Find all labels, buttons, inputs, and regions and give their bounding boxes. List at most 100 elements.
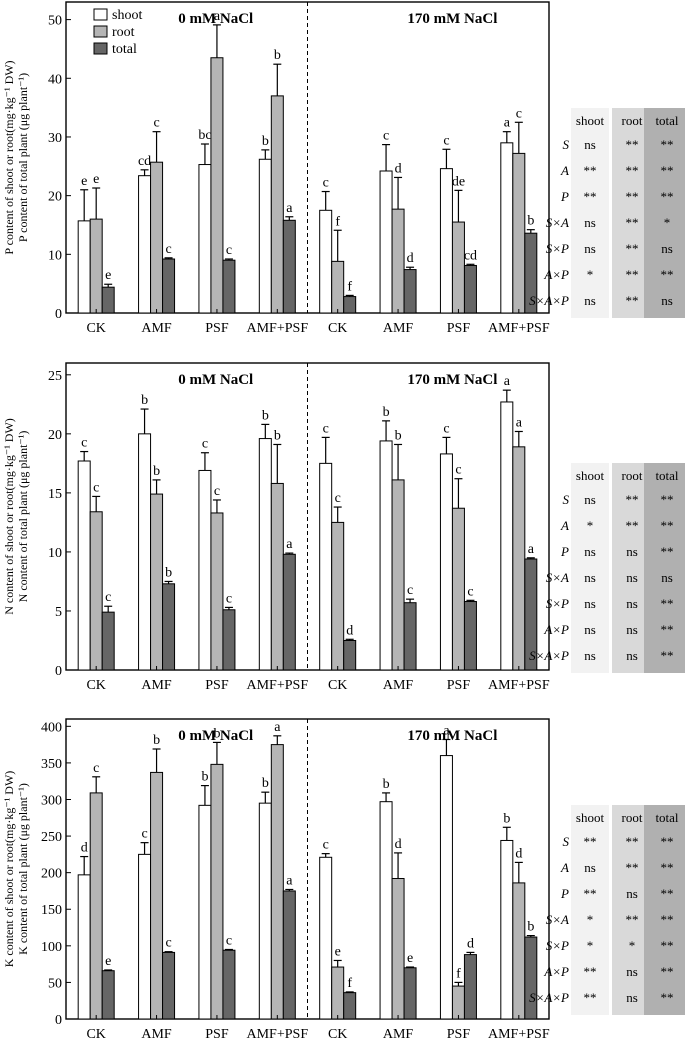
bar-root xyxy=(391,479,405,671)
table-cell: ** xyxy=(584,990,597,1005)
y-axis-label: N content of shoot or root(mg·kg⁻¹ DW) xyxy=(2,418,16,615)
table-cell: ** xyxy=(661,912,674,927)
x-tick-label: AMF xyxy=(141,678,172,693)
table-cell: ** xyxy=(584,964,597,979)
table-cell: ns xyxy=(626,964,638,979)
table-header: shoot xyxy=(576,810,605,825)
bar-root xyxy=(451,985,465,1020)
table-row-label: S×A×P xyxy=(529,648,569,663)
y-tick-label: 15 xyxy=(48,487,62,502)
table-cell: * xyxy=(587,938,594,953)
y-tick-label: 100 xyxy=(41,940,62,955)
table-cell: * xyxy=(587,912,594,927)
significance-letter: b xyxy=(165,565,172,580)
bar-total xyxy=(343,296,357,314)
table-row-label: S×P xyxy=(546,596,569,611)
significance-letter: c xyxy=(443,421,449,436)
significance-letter: b xyxy=(262,776,269,791)
significance-letter: a xyxy=(516,415,523,430)
significance-letter: b xyxy=(383,405,390,420)
table-cell: ** xyxy=(626,267,639,282)
bar-root xyxy=(89,511,103,671)
significance-letter: c xyxy=(335,491,341,506)
x-tick-label: AMF+PSF xyxy=(247,1027,309,1041)
significance-letter: b xyxy=(274,48,281,63)
significance-letter: e xyxy=(81,174,87,189)
significance-letter: b xyxy=(383,777,390,792)
table-cell: ** xyxy=(661,518,674,533)
table-row-label: S×A×P xyxy=(529,990,569,1005)
table-cell: * xyxy=(587,518,594,533)
table-cell: ns xyxy=(584,860,596,875)
bar-total xyxy=(463,264,477,314)
bar-shoot xyxy=(500,142,514,314)
significance-letter: d xyxy=(81,841,88,856)
x-tick-label: CK xyxy=(86,1027,105,1041)
significance-letter: bc xyxy=(198,128,211,143)
bar-total xyxy=(162,258,176,314)
significance-letter: e xyxy=(407,951,413,966)
bar-shoot xyxy=(198,804,212,1020)
y-tick-label: 0 xyxy=(55,307,62,322)
table-header: shoot xyxy=(576,468,605,483)
table-cell: ** xyxy=(661,163,674,178)
table-cell: ** xyxy=(584,163,597,178)
significance-letter: e xyxy=(93,172,99,187)
significance-letter: c xyxy=(383,129,389,144)
table-row-label: P xyxy=(560,189,569,204)
bar-total xyxy=(101,611,115,671)
bar-root xyxy=(451,507,465,671)
legend-swatch-root xyxy=(93,25,108,38)
y-axis-label-2: K content of total plant (μg plant⁻¹) xyxy=(16,783,30,955)
table-cell: * xyxy=(664,215,671,230)
significance-letter: f xyxy=(347,279,352,294)
bar-root xyxy=(512,446,526,671)
y-tick-label: 300 xyxy=(41,793,62,808)
legend-swatch-shoot xyxy=(93,8,108,21)
chart-p: 0 10 20 30 40 50 P content of shoot or root(mg… xyxy=(2,1,685,336)
table-cell: ** xyxy=(661,492,674,507)
table-cell: ns xyxy=(626,648,638,663)
table-column-bg xyxy=(571,805,609,1015)
x-tick-label: PSF xyxy=(447,321,471,336)
x-tick-label: CK xyxy=(86,678,105,693)
bar-root xyxy=(512,152,526,314)
table-cell: ** xyxy=(626,215,639,230)
y-tick-label: 20 xyxy=(48,428,62,443)
table-cell: ** xyxy=(661,622,674,637)
significance-letter: c xyxy=(93,480,99,495)
bar-total xyxy=(463,601,477,671)
significance-letter: b xyxy=(213,726,220,741)
significance-letter: d xyxy=(395,161,402,176)
significance-letter: c xyxy=(202,437,208,452)
significance-letter: f xyxy=(456,966,461,981)
table-cell: ns xyxy=(584,215,596,230)
x-tick-label: CK xyxy=(328,1027,347,1041)
significance-letter: a xyxy=(504,116,511,131)
legend-label: root xyxy=(112,25,135,40)
bar-root xyxy=(150,771,164,1020)
significance-letter: b xyxy=(527,920,534,935)
bar-root xyxy=(89,792,103,1020)
legend-label: total xyxy=(112,42,137,57)
table-cell: ** xyxy=(626,492,639,507)
bar-total xyxy=(101,970,115,1020)
bar-shoot xyxy=(439,168,453,314)
bar-shoot xyxy=(77,460,91,671)
x-tick-label: PSF xyxy=(205,1027,229,1041)
table-cell: ** xyxy=(661,886,674,901)
panel-label: 170 mM NaCl xyxy=(407,728,497,744)
bar-total xyxy=(282,890,296,1020)
table-cell: ** xyxy=(626,189,639,204)
bar-shoot xyxy=(258,158,272,314)
table-cell: ** xyxy=(661,938,674,953)
y-tick-label: 0 xyxy=(55,1013,62,1028)
significance-letter: c xyxy=(81,436,87,451)
y-tick-label: 10 xyxy=(48,546,62,561)
panel-label: 170 mM NaCl xyxy=(407,372,497,388)
bar-shoot xyxy=(319,856,333,1020)
bar-shoot xyxy=(500,839,514,1020)
x-tick-label: AMF xyxy=(141,1027,172,1041)
significance-letter: de xyxy=(452,174,465,189)
significance-letter: a xyxy=(274,720,281,735)
